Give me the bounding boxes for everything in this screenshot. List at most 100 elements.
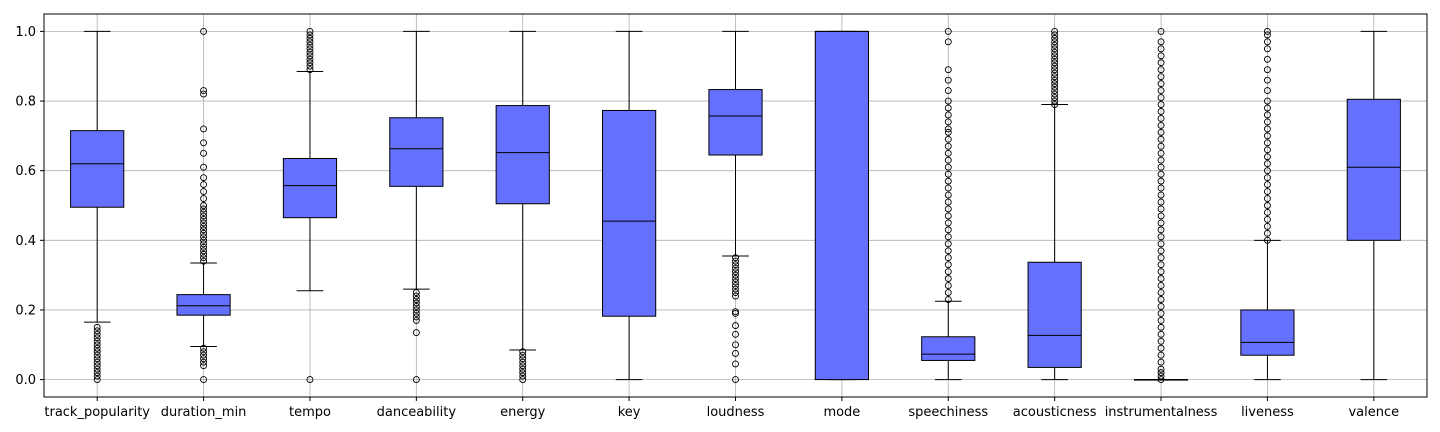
outlier-point — [1157, 323, 1165, 331]
outlier-point — [306, 45, 314, 53]
outlier-point — [306, 41, 314, 49]
outlier-point — [1157, 52, 1165, 60]
outlier-point — [1051, 69, 1059, 77]
outlier-point — [412, 292, 420, 300]
outlier-point — [732, 376, 739, 384]
outlier-point — [200, 87, 208, 95]
y-tick-label: 0.2 — [15, 303, 36, 318]
x-tick-label-track-popularity: track_popularity — [44, 405, 150, 420]
outlier-point — [1051, 48, 1059, 56]
outlier-point — [732, 282, 739, 290]
iqr-box — [921, 336, 976, 361]
outlier-point — [519, 358, 527, 366]
outlier-point — [1051, 94, 1059, 102]
outlier-point — [1263, 188, 1271, 196]
outlier-point — [944, 296, 952, 303]
box-duration-min — [176, 27, 231, 384]
outlier-point — [944, 289, 952, 296]
outlier-point — [732, 322, 739, 330]
outlier-point — [200, 212, 208, 220]
outlier-point — [944, 66, 952, 74]
outlier-point — [306, 66, 314, 74]
outlier-point — [944, 212, 952, 220]
outlier-point — [1157, 275, 1165, 283]
x-tick-label-key: key — [618, 405, 641, 420]
outlier-point — [1157, 184, 1165, 192]
outlier-point — [1263, 55, 1271, 63]
outlier-point — [944, 191, 952, 199]
outlier-point — [200, 351, 208, 359]
outlier-point — [306, 55, 314, 63]
outlier-point — [944, 247, 952, 255]
y-tick-label: 0.6 — [15, 164, 36, 179]
outlier-point — [1263, 76, 1271, 84]
outlier-point — [732, 308, 739, 316]
outlier-point — [1157, 330, 1165, 338]
outlier-point — [306, 59, 314, 67]
outlier-point — [1157, 121, 1165, 129]
outlier-point — [519, 348, 527, 356]
box-track-popularity — [70, 30, 125, 384]
box-instrumentalness — [1133, 27, 1189, 384]
outlier-point — [732, 254, 739, 262]
outlier-point — [93, 365, 101, 373]
outlier-point — [412, 303, 420, 310]
outlier-point — [519, 369, 527, 377]
outlier-point — [1157, 73, 1165, 81]
outlier-point — [1157, 59, 1165, 67]
outlier-point — [732, 271, 739, 279]
outlier-point — [1157, 212, 1165, 220]
outlier-point — [412, 306, 420, 314]
outlier-point — [944, 142, 952, 150]
outlier-point — [944, 170, 952, 178]
outlier-point — [200, 27, 208, 35]
box-speechiness — [921, 27, 976, 381]
outlier-point — [1051, 80, 1059, 88]
outlier-point — [1157, 372, 1165, 380]
outlier-point — [1051, 52, 1059, 60]
outlier-point — [944, 261, 952, 269]
outlier-point — [944, 177, 952, 185]
outlier-point — [1051, 97, 1059, 105]
outlier-point — [1157, 316, 1165, 324]
outlier-point — [1157, 261, 1165, 269]
outlier-point — [1157, 358, 1165, 366]
outlier-point — [944, 282, 952, 290]
box-mode — [814, 30, 869, 381]
x-tick-label-energy: energy — [500, 405, 546, 420]
outlier-point — [732, 289, 739, 296]
outlier-point — [1157, 365, 1165, 373]
outlier-point — [1157, 115, 1165, 122]
outlier-point — [1263, 160, 1271, 168]
outlier-point — [1263, 104, 1271, 112]
outlier-point — [306, 52, 314, 60]
outlier-point — [944, 149, 952, 157]
box-acousticness — [1027, 27, 1082, 381]
outlier-point — [200, 229, 208, 237]
outlier-point — [200, 362, 208, 370]
outlier-point — [200, 348, 208, 356]
outlier-point — [200, 195, 208, 202]
outlier-point — [944, 125, 952, 133]
box-danceability — [389, 30, 444, 384]
outlier-point — [519, 365, 527, 373]
outlier-point — [93, 327, 101, 335]
outlier-point — [944, 233, 952, 241]
outlier-point — [1263, 229, 1271, 237]
outlier-point — [1157, 303, 1165, 310]
outlier-point — [944, 156, 952, 164]
outlier-point — [732, 330, 739, 338]
outlier-point — [1157, 233, 1165, 241]
x-tick-label-liveness: liveness — [1241, 405, 1294, 420]
x-tick-label-tempo: tempo — [289, 405, 331, 420]
outlier-point — [1263, 27, 1271, 35]
outlier-point — [1263, 45, 1271, 53]
outlier-point — [1051, 34, 1059, 42]
outlier-point — [732, 292, 739, 300]
x-tick-label-valence: valence — [1348, 405, 1399, 420]
x-tick-label-mode: mode — [823, 405, 860, 420]
x-tick-label-loudness: loudness — [707, 405, 765, 420]
outlier-point — [1051, 45, 1059, 53]
outlier-point — [1157, 135, 1165, 143]
